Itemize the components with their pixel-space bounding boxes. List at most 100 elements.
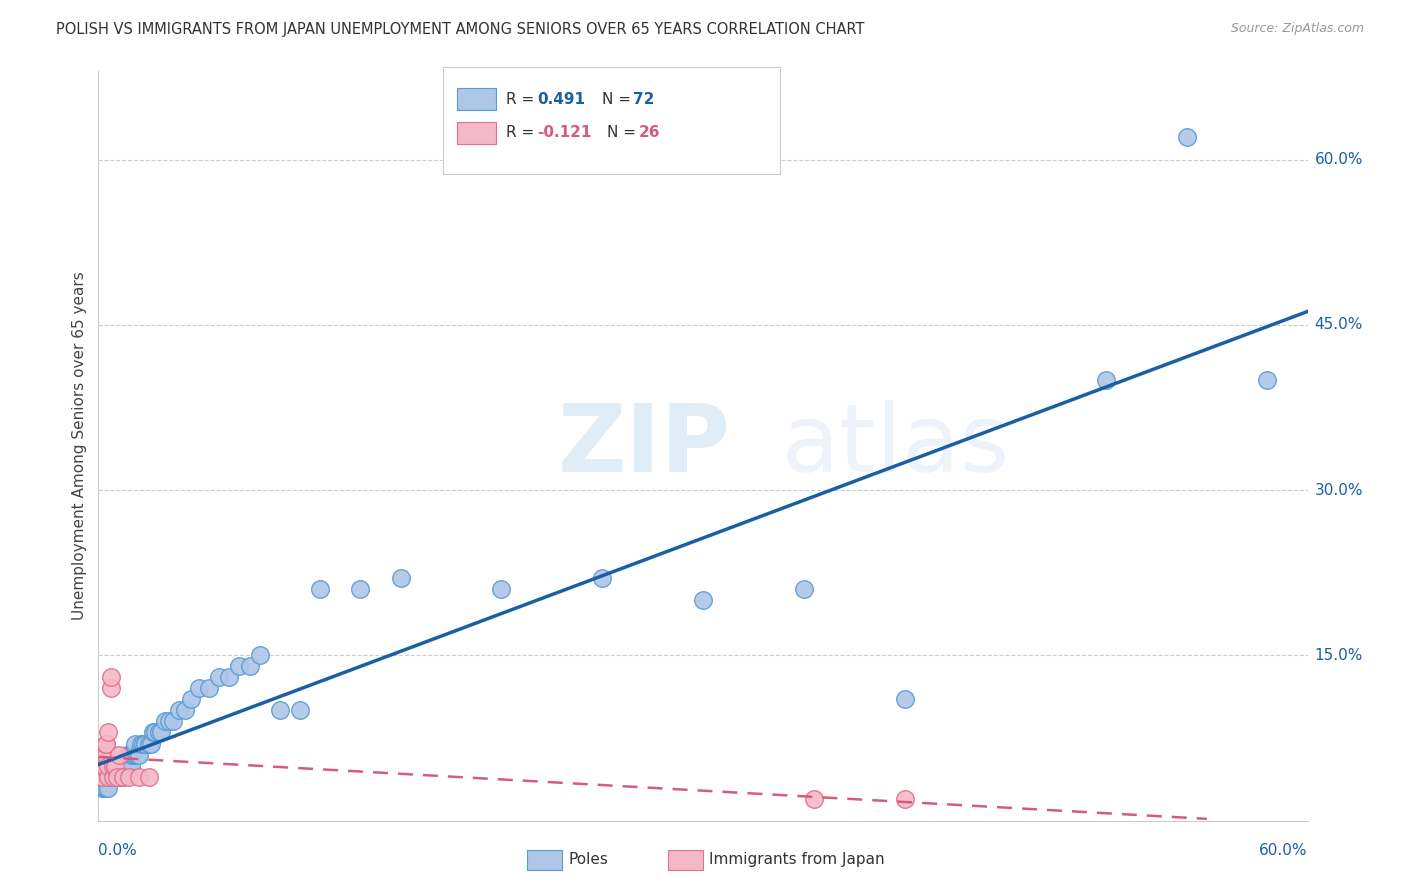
Point xyxy=(107,770,129,784)
Point xyxy=(128,770,150,784)
Point xyxy=(105,770,128,784)
Point xyxy=(91,770,114,784)
Text: 15.0%: 15.0% xyxy=(1315,648,1362,663)
Point xyxy=(91,758,114,772)
Text: Poles: Poles xyxy=(568,853,607,867)
Point xyxy=(96,780,118,795)
Text: 60.0%: 60.0% xyxy=(1315,152,1362,167)
Text: N =: N = xyxy=(607,126,641,140)
Point xyxy=(107,747,129,762)
Point xyxy=(103,770,125,784)
Point xyxy=(100,670,122,684)
Point xyxy=(120,758,142,772)
Point xyxy=(97,758,120,772)
Text: Immigrants from Japan: Immigrants from Japan xyxy=(709,853,884,867)
Text: 72: 72 xyxy=(633,92,654,106)
Point xyxy=(118,758,141,772)
Point xyxy=(111,770,134,784)
Point xyxy=(96,770,118,784)
Point xyxy=(89,770,111,784)
Point xyxy=(101,758,124,772)
Point xyxy=(162,714,184,729)
Point xyxy=(309,582,332,597)
Point xyxy=(167,703,190,717)
Point xyxy=(239,659,262,673)
Text: N =: N = xyxy=(602,92,636,106)
Text: -0.121: -0.121 xyxy=(537,126,592,140)
Point xyxy=(1175,130,1198,145)
Point xyxy=(142,725,165,739)
Point xyxy=(114,758,136,772)
Point xyxy=(129,737,152,751)
Text: R =: R = xyxy=(506,126,540,140)
Point xyxy=(101,770,124,784)
Point xyxy=(115,747,138,762)
Point xyxy=(128,747,150,762)
Point xyxy=(97,780,120,795)
Point xyxy=(111,758,134,772)
Point xyxy=(118,770,141,784)
Point xyxy=(107,758,129,772)
Point xyxy=(110,758,132,772)
Point xyxy=(97,770,120,784)
Point xyxy=(1095,373,1118,387)
Point xyxy=(157,714,180,729)
Text: 26: 26 xyxy=(638,126,659,140)
Point xyxy=(269,703,291,717)
Point xyxy=(97,770,120,784)
Y-axis label: Unemployment Among Seniors over 65 years: Unemployment Among Seniors over 65 years xyxy=(72,272,87,620)
Point xyxy=(134,737,156,751)
Point xyxy=(115,758,138,772)
Point xyxy=(96,737,118,751)
Point xyxy=(803,791,825,805)
Point xyxy=(111,770,134,784)
Point xyxy=(110,770,132,784)
Point xyxy=(101,770,124,784)
Point xyxy=(174,703,197,717)
Point xyxy=(139,737,162,751)
Point xyxy=(153,714,176,729)
Point xyxy=(180,692,202,706)
Point xyxy=(591,571,613,585)
Point xyxy=(118,747,141,762)
Point xyxy=(120,747,142,762)
Text: 0.0%: 0.0% xyxy=(98,843,138,858)
Point xyxy=(93,747,115,762)
Point xyxy=(389,571,412,585)
Point xyxy=(96,737,118,751)
Point xyxy=(100,770,122,784)
Point xyxy=(93,758,115,772)
Point xyxy=(491,582,513,597)
Point xyxy=(101,770,124,784)
Point xyxy=(208,670,231,684)
Point xyxy=(349,582,371,597)
Point xyxy=(93,747,115,762)
Point xyxy=(107,770,129,784)
Point xyxy=(124,747,146,762)
Text: 45.0%: 45.0% xyxy=(1315,318,1362,333)
Text: atlas: atlas xyxy=(782,400,1010,492)
Point xyxy=(105,770,128,784)
Text: R =: R = xyxy=(506,92,540,106)
Point xyxy=(100,770,122,784)
Point xyxy=(288,703,311,717)
Point xyxy=(91,758,114,772)
Point xyxy=(249,648,271,663)
Text: POLISH VS IMMIGRANTS FROM JAPAN UNEMPLOYMENT AMONG SENIORS OVER 65 YEARS CORRELA: POLISH VS IMMIGRANTS FROM JAPAN UNEMPLOY… xyxy=(56,22,865,37)
Point xyxy=(138,770,160,784)
Point xyxy=(97,770,120,784)
Point xyxy=(114,758,136,772)
Point xyxy=(107,758,129,772)
Point xyxy=(91,780,114,795)
Point xyxy=(692,593,714,607)
Point xyxy=(148,725,170,739)
Text: ZIP: ZIP xyxy=(558,400,731,492)
Point xyxy=(893,692,915,706)
Point xyxy=(93,780,115,795)
Point xyxy=(107,770,129,784)
Point xyxy=(124,737,146,751)
Point xyxy=(103,758,125,772)
Text: Source: ZipAtlas.com: Source: ZipAtlas.com xyxy=(1230,22,1364,36)
Point xyxy=(105,758,128,772)
Point xyxy=(143,725,166,739)
